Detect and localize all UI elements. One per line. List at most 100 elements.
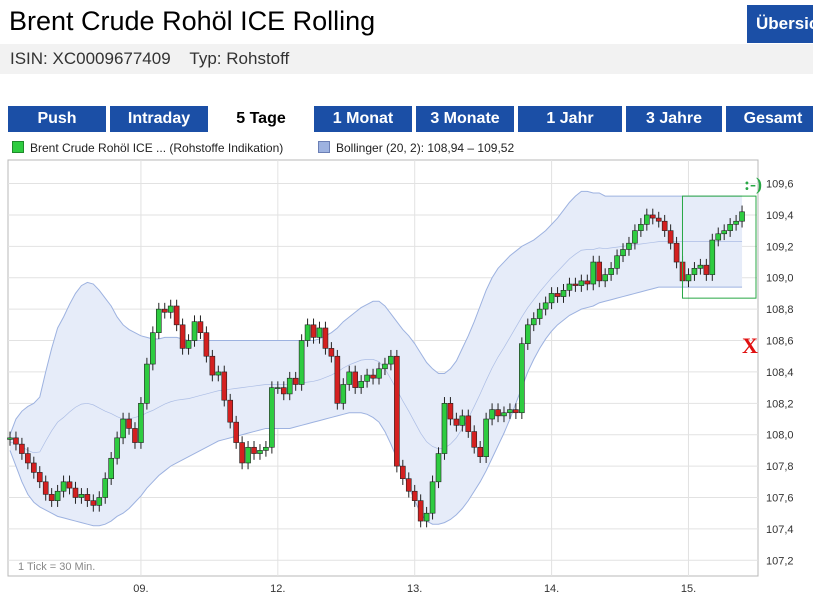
candle xyxy=(501,412,507,417)
candle xyxy=(322,327,329,349)
candle xyxy=(72,487,79,498)
candle xyxy=(566,283,573,291)
overview-button[interactable]: Übersicht xyxy=(747,5,813,43)
candle xyxy=(275,387,281,389)
candle xyxy=(733,220,739,225)
candle xyxy=(376,368,382,379)
candle xyxy=(269,387,275,448)
candle xyxy=(221,371,228,401)
candle xyxy=(36,472,43,483)
candle xyxy=(203,332,210,357)
candle xyxy=(227,399,234,423)
smiley-annotation: :-) xyxy=(744,174,762,195)
candle xyxy=(394,355,400,467)
candle xyxy=(590,261,597,285)
candle xyxy=(257,450,263,454)
candle xyxy=(120,418,126,439)
tab-5-tage[interactable]: 5 Tage xyxy=(212,106,310,132)
candle xyxy=(727,224,733,231)
x-tick-label: 15. xyxy=(681,583,696,595)
candle xyxy=(441,403,448,454)
candle xyxy=(370,374,376,379)
page-title: Brent Crude Rohöl ICE Rolling xyxy=(9,6,376,36)
candle xyxy=(542,302,549,310)
candle xyxy=(132,428,138,443)
tab-1-monat[interactable]: 1 Monat xyxy=(314,106,412,132)
y-tick-label: 108,8 xyxy=(766,304,794,316)
candle xyxy=(304,324,311,341)
candle xyxy=(739,211,745,222)
candle xyxy=(673,242,680,263)
candle xyxy=(66,481,73,489)
candle xyxy=(429,481,436,514)
candle xyxy=(530,318,537,326)
candle xyxy=(560,289,567,297)
candle xyxy=(340,384,347,404)
type-label: Typ: Rohstoff xyxy=(189,49,290,68)
candle xyxy=(31,462,37,473)
candle xyxy=(25,453,31,464)
y-tick-label: 108,2 xyxy=(766,398,794,410)
candle xyxy=(161,308,168,313)
candle xyxy=(191,321,198,341)
candle xyxy=(108,457,114,479)
candle xyxy=(382,363,388,370)
candle xyxy=(507,409,513,414)
tab-push[interactable]: Push xyxy=(8,106,106,132)
candle xyxy=(602,274,608,282)
tab-gesamt[interactable]: Gesamt xyxy=(726,106,813,132)
candle xyxy=(150,332,156,365)
candle xyxy=(459,415,466,426)
candle xyxy=(7,437,13,440)
candle xyxy=(102,478,109,498)
candle xyxy=(48,494,55,501)
tab-intraday[interactable]: Intraday xyxy=(110,106,208,132)
candle xyxy=(453,418,460,426)
candle xyxy=(364,374,370,382)
isin-label: ISIN: XC0009677409 xyxy=(10,49,171,68)
x-tick-label: 13. xyxy=(407,583,422,595)
candle xyxy=(709,239,716,275)
candle xyxy=(596,261,603,282)
legend-item-price: Brent Crude Rohöl ICE ... (Rohstoffe Ind… xyxy=(12,138,283,158)
candle xyxy=(310,324,317,338)
candle xyxy=(358,381,364,388)
tab-1-jahr[interactable]: 1 Jahr xyxy=(518,106,622,132)
candle xyxy=(209,355,216,376)
candle xyxy=(352,371,358,388)
candle xyxy=(138,403,144,443)
candle xyxy=(263,446,269,451)
candle xyxy=(548,293,555,304)
candle xyxy=(197,321,204,333)
candle xyxy=(584,280,591,285)
tab-3-monate[interactable]: 3 Monate xyxy=(416,106,514,132)
candle xyxy=(84,494,91,501)
candle xyxy=(144,363,150,404)
candle xyxy=(685,274,692,282)
candle xyxy=(13,437,19,445)
candle xyxy=(513,409,519,414)
candle xyxy=(649,214,656,219)
y-tick-label: 109,4 xyxy=(766,210,794,222)
candle xyxy=(334,355,341,404)
candle xyxy=(638,224,644,231)
candle xyxy=(126,418,132,429)
candle xyxy=(536,308,543,319)
candle xyxy=(661,220,668,231)
candle xyxy=(114,437,120,459)
tick-note: 1 Tick = 30 Min. xyxy=(18,561,95,573)
timeframe-tabs: Push Intraday 5 Tage 1 Monat 3 Monate 1 … xyxy=(8,106,813,132)
y-tick-label: 109,0 xyxy=(766,273,794,285)
tab-3-jahre[interactable]: 3 Jahre xyxy=(626,106,722,132)
candle xyxy=(495,409,501,417)
candle xyxy=(620,249,626,257)
legend-label-price: Brent Crude Rohöl ICE ... (Rohstoffe Ind… xyxy=(30,141,284,155)
bollinger-lower-line xyxy=(9,286,743,527)
candle xyxy=(245,446,251,464)
candle xyxy=(405,478,412,492)
x-tick-label: 09. xyxy=(133,583,148,595)
y-tick-label: 107,4 xyxy=(766,524,794,536)
y-tick-label: 107,8 xyxy=(766,461,794,473)
candle xyxy=(96,497,103,506)
candle xyxy=(691,268,698,275)
